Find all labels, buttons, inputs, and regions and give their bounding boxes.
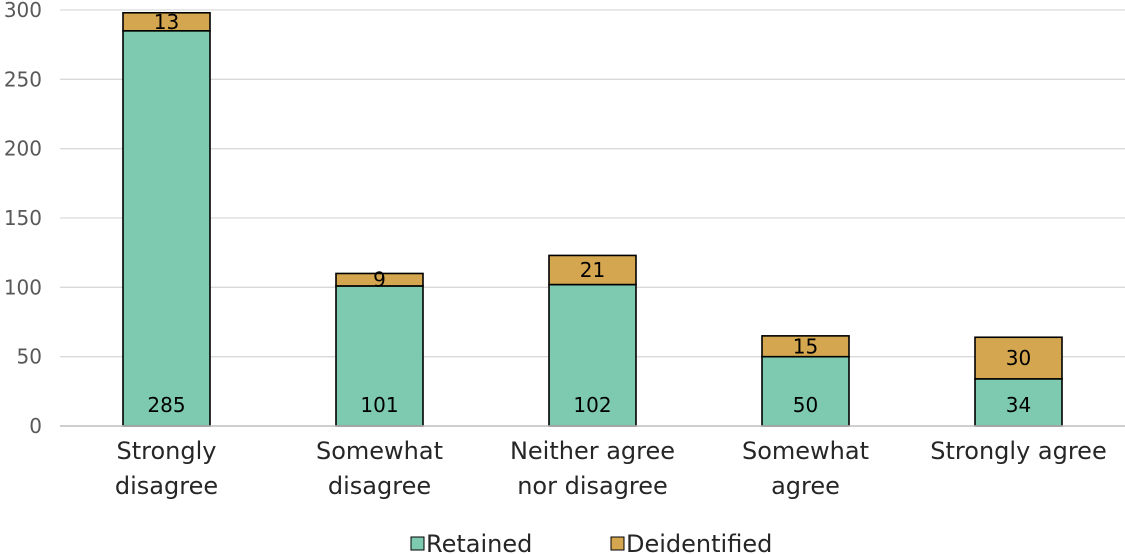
gridlines [60, 9, 1125, 358]
data-label: 285 [147, 393, 185, 417]
x-tick-label: Strongly [117, 437, 217, 465]
data-label: 34 [1006, 393, 1031, 417]
legend-swatch [610, 536, 625, 551]
x-tick-label: Strongly agree [930, 437, 1106, 465]
x-axis: Strongly disagree Somewhat disagree Neither … [60, 425, 1125, 500]
data-label: 9 [373, 268, 386, 292]
data-label: 15 [793, 334, 818, 358]
data-label: 101 [360, 393, 398, 417]
y-tick-label: 250 [4, 67, 42, 91]
legend-label: Deidentified [626, 530, 772, 554]
y-tick-label: 300 [4, 0, 42, 22]
data-label: 50 [793, 393, 818, 417]
legend-swatch [410, 536, 425, 551]
bar-deidentified [335, 272, 424, 287]
x-tick-label: disagree [328, 472, 431, 500]
legend-label: Retained [426, 530, 532, 554]
y-tick-label: 200 [4, 137, 42, 161]
x-tick-label: Neither agree [510, 437, 675, 465]
bar-retained [761, 355, 850, 427]
bar-deidentified [761, 335, 850, 358]
x-tick-label: disagree [115, 472, 218, 500]
bar-retained [122, 29, 211, 427]
x-tick-label: agree [771, 472, 840, 500]
bar-deidentified [974, 336, 1063, 380]
bars: 285 13 101 9 102 21 50 15 34 30 [122, 10, 1063, 427]
legend: Retained Deidentified [410, 530, 772, 554]
y-axis: 0 50 100 150 200 250 300 [4, 0, 42, 438]
bar-deidentified [548, 254, 637, 286]
data-label: 13 [154, 10, 179, 34]
y-tick-label: 150 [4, 206, 42, 230]
data-label: 102 [573, 393, 611, 417]
data-label: 30 [1006, 346, 1031, 370]
y-tick-label: 0 [29, 414, 42, 438]
bar-retained [335, 285, 424, 427]
bar-deidentified [122, 11, 211, 32]
y-tick-label: 50 [17, 345, 42, 369]
x-tick-label: Somewhat [316, 437, 443, 465]
x-tick-label: nor disagree [517, 472, 668, 500]
data-label: 21 [580, 258, 605, 282]
x-tick-label: Somewhat [742, 437, 869, 465]
bar-retained [548, 283, 637, 427]
y-tick-label: 100 [4, 275, 42, 299]
